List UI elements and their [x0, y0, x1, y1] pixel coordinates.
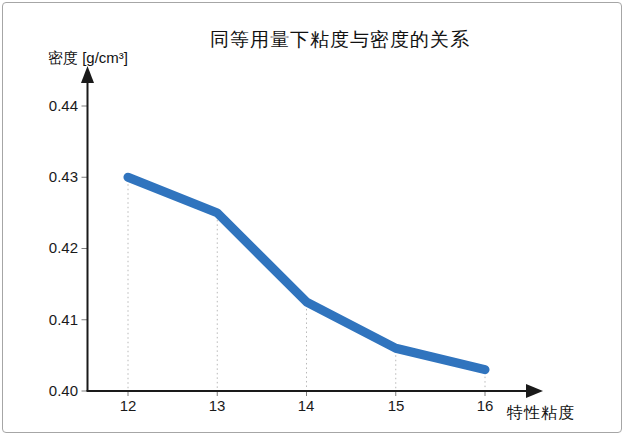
y-tick-label-042: 0.42	[36, 239, 78, 256]
y-tick-label-041: 0.41	[36, 311, 78, 328]
y-axis-arrow-icon	[81, 66, 94, 83]
y-tick-label-044: 0.44	[36, 97, 78, 114]
x-tick-label-15: 15	[374, 397, 418, 414]
chart-canvas: 同等用量下粘度与密度的关系 密度 [g/cm³] 特性粘度 0.44 0.43 …	[0, 0, 629, 439]
y-axis-label: 密度 [g/cm³]	[48, 49, 128, 68]
y-tick-label-043: 0.43	[36, 168, 78, 185]
x-axis-label: 特性粘度	[507, 403, 575, 424]
chart-title: 同等用量下粘度与密度的关系	[50, 27, 629, 53]
x-tick-label-13: 13	[195, 397, 239, 414]
y-tick-label-040: 0.40	[36, 382, 78, 399]
x-tick-label-14: 14	[284, 397, 328, 414]
x-tick-label-12: 12	[106, 397, 150, 414]
x-tick-label-16: 16	[463, 397, 507, 414]
x-axis-arrow-icon	[526, 384, 543, 398]
